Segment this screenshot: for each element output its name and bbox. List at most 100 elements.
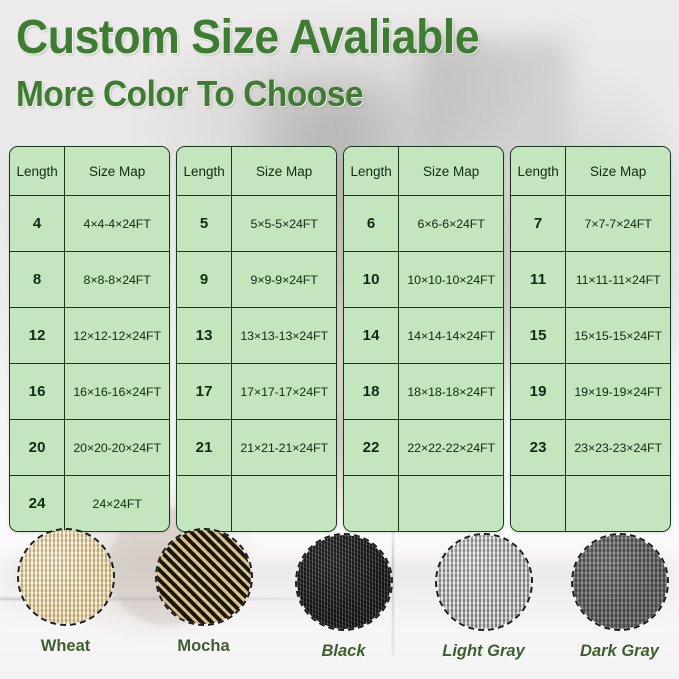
cell-size-map: 13×13-13×24FT	[231, 307, 336, 364]
color-swatch-row: Wheat Mocha Black Light Gray Dark Gray	[0, 520, 679, 679]
table-header-row: Length Size Map	[177, 147, 336, 196]
cell-size-map: 14×14-14×24FT	[398, 307, 503, 364]
cell-size-map: 23×23-23×24FT	[565, 419, 670, 476]
table-row: 5 5×5-5×24FT	[177, 195, 336, 252]
swatch-disc-wheat	[16, 528, 115, 626]
cell-length: 17	[177, 363, 233, 420]
size-tables-row: Length Size Map 4 4×4-4×24FT 8 8×8-8×24F…	[9, 146, 671, 532]
table-row: 8 8×8-8×24FT	[10, 251, 169, 308]
cell-length: 4	[10, 195, 66, 252]
table-row: 21 21×21-21×24FT	[177, 419, 336, 476]
cell-length: 23	[511, 419, 567, 476]
cell-length: 22	[344, 419, 400, 476]
table-row: 22 22×22-22×24FT	[344, 419, 503, 476]
fabric-texture-icon	[156, 530, 251, 624]
swatch-label-dark-gray: Dark Gray	[580, 642, 659, 660]
size-table-1: Length Size Map 4 4×4-4×24FT 8 8×8-8×24F…	[9, 146, 170, 532]
column-header-size-map: Size Map	[231, 147, 336, 196]
cell-size-map: 15×15-15×24FT	[565, 307, 670, 364]
swatch-disc-light-gray	[434, 533, 533, 631]
cell-size-map: 24×24FT	[64, 475, 169, 531]
cell-size-map: 5×5-5×24FT	[231, 195, 336, 252]
cell-size-map: 19×19-19×24FT	[565, 363, 670, 420]
swatch-label-mocha: Mocha	[177, 637, 230, 655]
cell-size-map: 11×11-11×24FT	[565, 251, 670, 308]
column-header-length: Length	[344, 147, 400, 196]
table-header-row: Length Size Map	[344, 147, 503, 196]
cell-size-map: 10×10-10×24FT	[398, 251, 503, 308]
cell-size-map: 18×18-18×24FT	[398, 363, 503, 420]
table-row: 6 6×6-6×24FT	[344, 195, 503, 252]
cell-length: 13	[177, 307, 233, 364]
table-row: 19 19×19-19×24FT	[511, 363, 670, 420]
table-row: 12 12×12-12×24FT	[10, 307, 169, 364]
table-row: 13 13×13-13×24FT	[177, 307, 336, 364]
table-row: 7 7×7-7×24FT	[511, 195, 670, 252]
cell-length: 12	[10, 307, 66, 364]
color-swatch-light-gray[interactable]: Light Gray	[427, 533, 540, 661]
size-table-3: Length Size Map 6 6×6-6×24FT 10 10×10-10…	[343, 146, 504, 532]
page-title: Custom Size Avaliable	[16, 11, 480, 64]
table-row: 11 11×11-11×24FT	[511, 251, 670, 308]
fabric-texture-icon	[18, 530, 113, 624]
cell-length: 10	[344, 251, 400, 308]
table-row: 17 17×17-17×24FT	[177, 363, 336, 420]
table-header-row: Length Size Map	[10, 147, 169, 196]
color-swatch-wheat[interactable]: Wheat	[9, 528, 122, 656]
table-row: 10 10×10-10×24FT	[344, 251, 503, 308]
swatch-label-wheat: Wheat	[40, 637, 91, 655]
page-subtitle: More Color To Choose	[16, 73, 364, 114]
cell-length: 21	[177, 419, 233, 476]
table-row: 15 15×15-15×24FT	[511, 307, 670, 364]
cell-size-map: 12×12-12×24FT	[64, 307, 169, 364]
cell-size-map	[565, 475, 670, 531]
cell-size-map: 8×8-8×24FT	[64, 251, 169, 308]
cell-length: 7	[511, 195, 567, 252]
color-swatch-black[interactable]: Black	[287, 533, 400, 661]
color-swatch-mocha[interactable]: Mocha	[147, 528, 260, 656]
cell-length: 5	[177, 195, 233, 252]
swatch-label-light-gray: Light Gray	[442, 642, 525, 660]
cell-size-map: 20×20-20×24FT	[64, 419, 169, 476]
column-header-size-map: Size Map	[64, 147, 169, 196]
table-header-row: Length Size Map	[511, 147, 670, 196]
column-header-length: Length	[10, 147, 66, 196]
table-row-empty	[344, 475, 503, 531]
swatch-disc-dark-gray	[570, 533, 669, 631]
table-row-empty	[177, 475, 336, 531]
column-header-size-map: Size Map	[398, 147, 503, 196]
cell-length: 8	[10, 251, 66, 308]
swatch-disc-mocha	[154, 528, 253, 626]
cell-size-map: 21×21-21×24FT	[231, 419, 336, 476]
size-table-2: Length Size Map 5 5×5-5×24FT 9 9×9-9×24F…	[176, 146, 337, 532]
column-header-size-map: Size Map	[565, 147, 670, 196]
fabric-texture-icon	[436, 535, 531, 629]
cell-length: 20	[10, 419, 66, 476]
swatch-disc-black	[294, 533, 393, 631]
cell-size-map: 16×16-16×24FT	[64, 363, 169, 420]
cell-size-map: 7×7-7×24FT	[565, 195, 670, 252]
table-row: 23 23×23-23×24FT	[511, 419, 670, 476]
table-row: 24 24×24FT	[10, 475, 169, 531]
cell-length: 16	[10, 363, 66, 420]
column-header-length: Length	[177, 147, 233, 196]
cell-size-map: 17×17-17×24FT	[231, 363, 336, 420]
cell-size-map	[398, 475, 503, 531]
cell-size-map: 22×22-22×24FT	[398, 419, 503, 476]
fabric-texture-icon	[572, 535, 667, 629]
cell-length: 24	[10, 475, 66, 531]
table-row-empty	[511, 475, 670, 531]
fabric-texture-icon	[296, 535, 391, 629]
cell-size-map: 6×6-6×24FT	[398, 195, 503, 252]
color-swatch-dark-gray[interactable]: Dark Gray	[563, 533, 676, 661]
cell-length: 18	[344, 363, 400, 420]
table-row: 18 18×18-18×24FT	[344, 363, 503, 420]
table-row: 14 14×14-14×24FT	[344, 307, 503, 364]
table-row: 16 16×16-16×24FT	[10, 363, 169, 420]
cell-length: 15	[511, 307, 567, 364]
cell-length: 11	[511, 251, 567, 308]
cell-length	[511, 475, 567, 531]
size-table-4: Length Size Map 7 7×7-7×24FT 11 11×11-11…	[510, 146, 671, 532]
cell-size-map: 4×4-4×24FT	[64, 195, 169, 252]
